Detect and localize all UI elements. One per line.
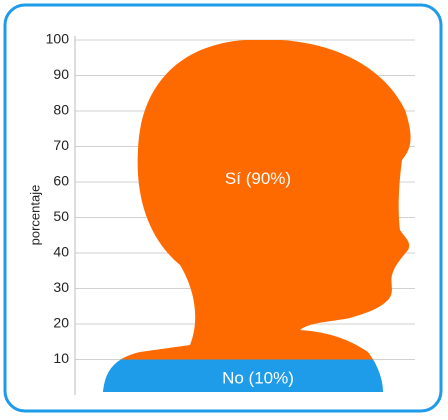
y-tick-label: 80 <box>53 102 69 118</box>
frame <box>3 3 443 413</box>
segment-label: Sí (90%) <box>225 169 291 188</box>
y-tick-label: 50 <box>53 208 69 224</box>
marks <box>103 40 411 393</box>
y-tick-label: 20 <box>53 315 69 331</box>
segment <box>103 40 411 360</box>
y-tick-label: 40 <box>53 244 69 260</box>
y-tick-label: 10 <box>53 350 69 366</box>
y-tick-label: 60 <box>53 173 69 189</box>
y-tick-label: 100 <box>46 31 70 47</box>
y-tick-label: 70 <box>53 137 69 153</box>
y-axis-label: porcentaje <box>27 185 42 246</box>
y-tick-label: 90 <box>53 66 69 82</box>
segment-label: No (10%) <box>222 369 294 388</box>
y-tick-label: 30 <box>53 279 69 295</box>
